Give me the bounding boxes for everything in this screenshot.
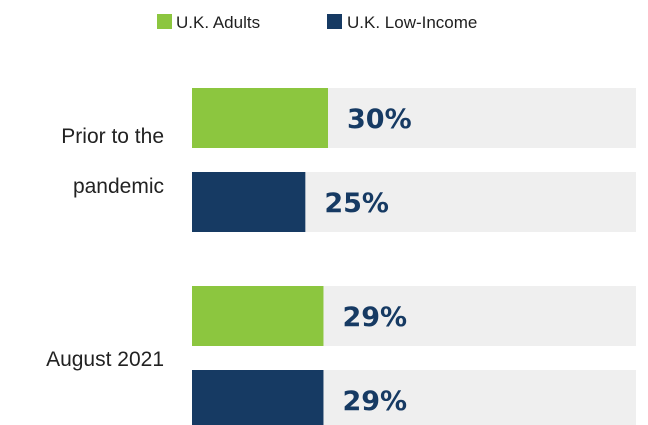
bar — [192, 286, 324, 346]
legend-label-1: U.K. Adults — [176, 13, 260, 32]
category-label: August 2021 — [46, 348, 164, 371]
legend-swatch-1 — [157, 14, 172, 29]
category-labels: Prior to the pandemic August 2021 — [46, 125, 164, 371]
data-label: 25% — [324, 188, 389, 219]
data-label: 29% — [342, 302, 407, 333]
data-label: 29% — [342, 386, 407, 417]
bar — [192, 172, 306, 232]
legend-label-2: U.K. Low-Income — [347, 13, 477, 32]
bar — [192, 370, 324, 425]
category-label: pandemic — [73, 175, 164, 198]
legend-swatch-2 — [327, 14, 342, 29]
bars — [192, 88, 328, 425]
data-label: 30% — [347, 104, 412, 135]
legend: U.K. Adults U.K. Low-Income — [157, 13, 477, 32]
data-labels: 30% 25% 29% 29% — [324, 104, 411, 417]
bar — [192, 88, 328, 148]
category-label: Prior to the — [61, 125, 164, 148]
